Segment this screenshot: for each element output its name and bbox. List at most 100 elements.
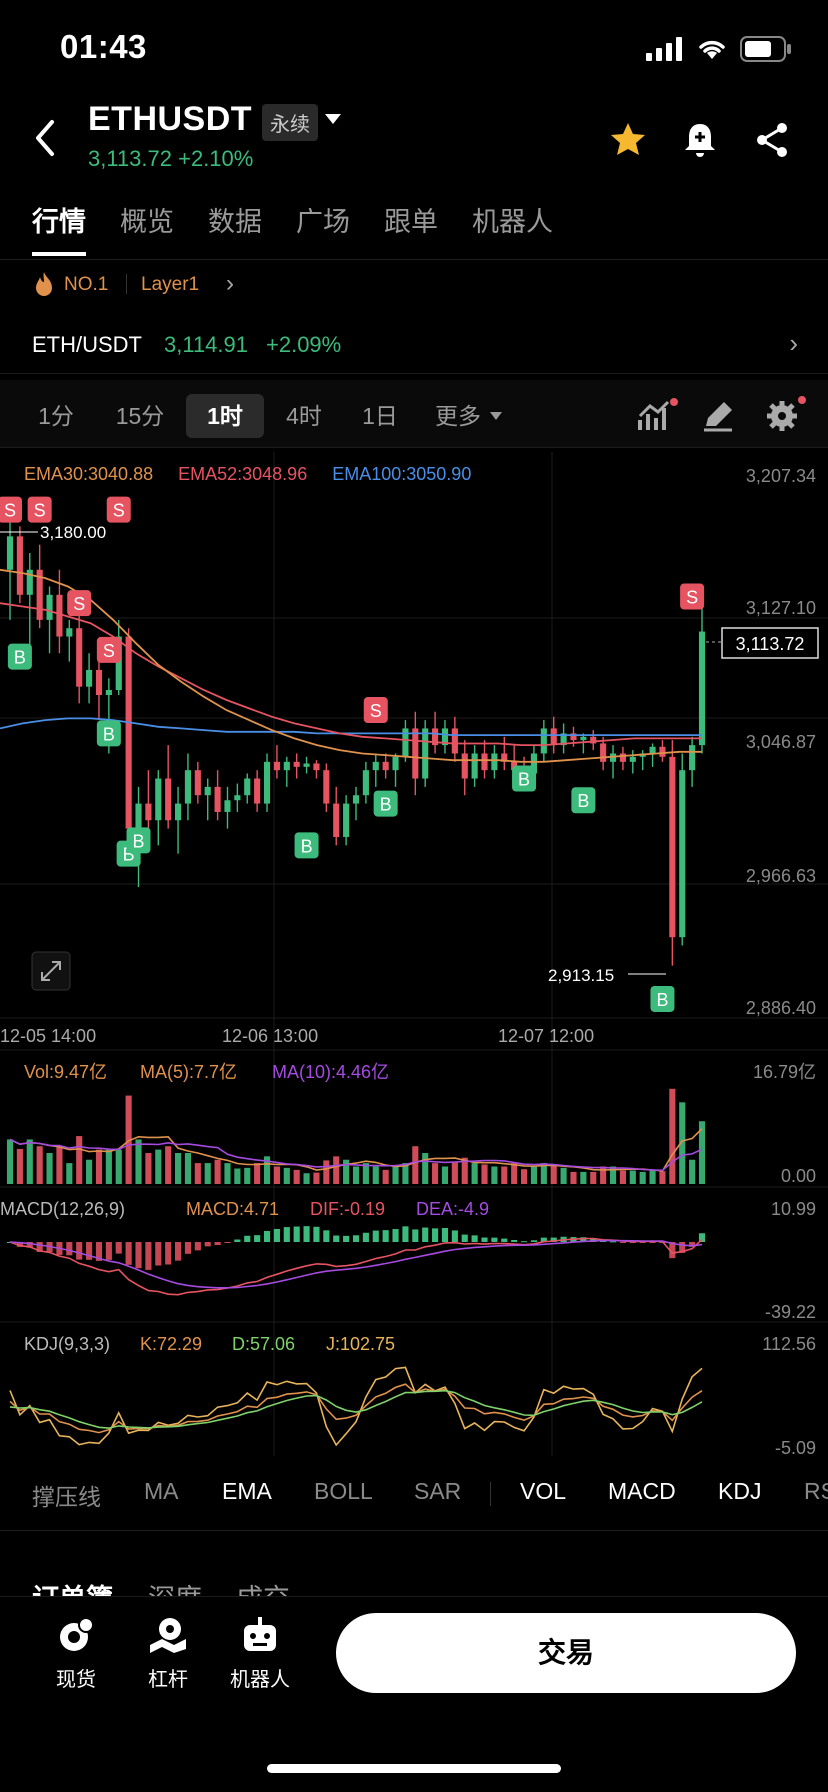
volume-bar [432, 1163, 439, 1184]
price-tick-2: 3,127.10 [746, 598, 816, 618]
sell-signal-label: S [686, 587, 698, 607]
tab-data[interactable]: 数据 [208, 207, 262, 237]
volume-bar [254, 1163, 261, 1184]
interval-1h[interactable]: 1时 [186, 394, 264, 438]
interval-1d[interactable]: 1日 [362, 403, 398, 429]
candle-body [95, 669, 103, 696]
volume-bar [352, 1166, 360, 1184]
kdj-k-label: K:72.29 [140, 1334, 202, 1354]
candle-body [679, 770, 686, 938]
macd-bar [451, 1230, 458, 1242]
tab-bot[interactable]: 机器人 [472, 207, 553, 237]
interval-more[interactable]: 更多 [435, 403, 481, 429]
spot-pair-row[interactable]: ETH/USDT 3,114.91 +2.09% › [0, 314, 828, 374]
volume-bar [590, 1171, 597, 1184]
candle-body [234, 795, 241, 801]
ind-tab-ema[interactable]: EMA [222, 1478, 272, 1504]
sell-signal-marker [67, 590, 92, 617]
ind-tab-support[interactable]: 撑压线 [32, 1484, 101, 1510]
tags-row[interactable]: NO.1 Layer1 › [0, 266, 828, 304]
candle-body [432, 728, 439, 746]
draw-pen-icon[interactable] [700, 398, 736, 434]
candle-body [471, 753, 478, 779]
nav-bot-label: 机器人 [230, 1669, 290, 1691]
back-icon[interactable] [28, 116, 62, 160]
volume-bar [570, 1171, 577, 1184]
ema30-label: EMA30:3040.88 [24, 464, 154, 484]
more-dropdown-icon[interactable] [490, 412, 502, 420]
interval-4h[interactable]: 4时 [286, 403, 322, 429]
ind-tab-vol[interactable]: VOL [520, 1478, 567, 1504]
ind-tab-rsi[interactable]: RS [804, 1478, 828, 1504]
margin-icon [150, 1618, 186, 1653]
price-tick-4: 2,966.63 [746, 866, 816, 886]
buy-signal-label: B [656, 990, 668, 1010]
candle-body [343, 803, 350, 837]
macd-bar [194, 1242, 201, 1251]
tab-square[interactable]: 广场 [296, 207, 350, 237]
sell-signal-label: S [4, 501, 16, 521]
settings-gear-icon[interactable] [764, 394, 808, 436]
candle-body [165, 778, 172, 821]
macd-bar [530, 1240, 538, 1242]
candle-body [313, 763, 320, 771]
ind-tab-divider [490, 1482, 491, 1506]
tab-overview[interactable]: 概览 [120, 207, 174, 237]
ind-tab-boll[interactable]: BOLL [314, 1478, 373, 1504]
nav-margin[interactable]: 杠杆 [128, 1615, 208, 1692]
candle-body [560, 733, 567, 746]
star-icon[interactable] [608, 120, 648, 160]
macd-bar [293, 1226, 300, 1242]
candle-body [26, 569, 33, 595]
volume-bar [501, 1166, 508, 1184]
volume-bar [234, 1168, 241, 1184]
volume-bar [155, 1149, 162, 1184]
macd-bar [698, 1233, 706, 1242]
volume-bar [402, 1163, 409, 1184]
volume-bar [333, 1156, 340, 1184]
macd-bar [639, 1242, 646, 1243]
volume-bar [422, 1152, 429, 1184]
volume-bar [619, 1170, 626, 1184]
candle-body [254, 778, 261, 804]
indicator-chart-icon[interactable] [636, 396, 680, 436]
macd-bar [273, 1228, 280, 1242]
candle-body [66, 628, 73, 637]
macd-bar [283, 1227, 290, 1242]
sell-signal-marker [27, 496, 52, 523]
tab-market[interactable]: 行情 [32, 200, 86, 256]
macd-bar [333, 1235, 340, 1242]
ind-tab-sar[interactable]: SAR [414, 1478, 462, 1504]
nav-margin-label: 杠杆 [148, 1669, 188, 1691]
kdj-d-label: D:57.06 [232, 1334, 295, 1354]
symbol-title[interactable]: ETHUSDT [88, 100, 253, 138]
macd-min-label: -39.22 [765, 1302, 816, 1322]
candle-body [36, 569, 43, 620]
share-icon[interactable] [752, 120, 792, 160]
ind-tab-ma[interactable]: MA [144, 1478, 179, 1504]
status-icons [646, 36, 792, 62]
macd-bar [520, 1241, 528, 1243]
battery-icon [740, 36, 791, 62]
nav-bot[interactable]: 机器人 [220, 1615, 300, 1692]
interval-1m[interactable]: 1分 [38, 403, 74, 429]
buy-signal-label: B [14, 648, 26, 668]
macd-max-label: 10.99 [771, 1199, 816, 1219]
kdj-label: KDJ(9,3,3) [24, 1334, 110, 1354]
symbol-dropdown-icon[interactable] [325, 114, 341, 124]
bell-plus-icon[interactable] [680, 120, 720, 160]
nav-spot[interactable]: 现货 [36, 1615, 116, 1692]
tab-copy-trading[interactable]: 跟单 [384, 207, 438, 237]
pair-change: +2.09% [266, 332, 342, 357]
candle-body [224, 800, 231, 812]
interval-15m[interactable]: 15分 [115, 403, 165, 429]
macd-label: MACD(12,26,9) [0, 1199, 125, 1219]
trade-button[interactable]: 交易 [336, 1613, 796, 1693]
candle-body [402, 728, 409, 757]
low-price-marker: 2,913.15 [548, 966, 614, 985]
ind-tab-kdj[interactable]: KDJ [718, 1478, 762, 1504]
ind-tab-macd[interactable]: MACD [608, 1478, 676, 1504]
contract-type-badge[interactable]: 永续 [262, 104, 318, 141]
